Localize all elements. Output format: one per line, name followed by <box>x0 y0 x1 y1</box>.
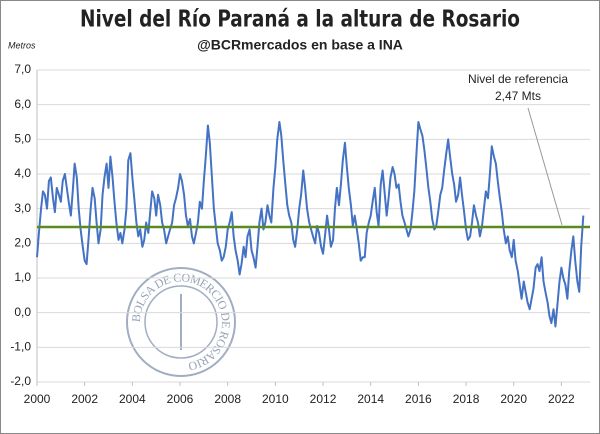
x-tick-label: 2022 <box>548 392 575 406</box>
annotation-leader <box>527 107 563 226</box>
x-tick-label: 2016 <box>405 392 432 406</box>
y-tick-label: 6,0 <box>14 97 31 111</box>
x-tick-label: 2008 <box>214 392 241 406</box>
reference-label: Nivel de referencia <box>468 72 568 86</box>
y-tick-label: -1,0 <box>10 340 31 354</box>
x-tick-label: 2014 <box>357 392 384 406</box>
reference-label: 2,47 Mts <box>495 89 541 103</box>
chart-title: Nivel del Río Paraná a la altura de Rosa… <box>80 7 520 33</box>
y-tick-label: 7,0 <box>14 62 31 76</box>
x-tick-label: 2000 <box>24 392 51 406</box>
y-tick-label: 4,0 <box>14 166 31 180</box>
x-tick-label: 2020 <box>500 392 527 406</box>
y-tick-label: -2,0 <box>10 374 31 388</box>
logo-ring <box>144 285 218 359</box>
x-tick-label: 2004 <box>119 392 146 406</box>
y-tick-label: 2,0 <box>14 236 31 250</box>
logo-ring <box>126 267 236 377</box>
x-tick-label: 2018 <box>453 392 480 406</box>
chart-subtitle: @BCRmercados en base a INA <box>197 37 403 53</box>
y-tick-label: 1,0 <box>14 270 31 284</box>
y-tick-label: 5,0 <box>14 132 31 146</box>
y-tick-label: 0,0 <box>14 305 31 319</box>
y-tick-label: 3,0 <box>14 201 31 215</box>
x-tick-label: 2006 <box>167 392 194 406</box>
x-tick-label: 2002 <box>71 392 98 406</box>
plot-area: -2,0 -1,0 0,0 1,0 2,0 3,0 4,0 5,0 6,0 7,0 2000 2002… <box>10 62 590 406</box>
x-tick-label: 2010 <box>262 392 289 406</box>
y-axis-label: Metros <box>8 40 36 50</box>
x-tick-label: 2012 <box>310 392 337 406</box>
